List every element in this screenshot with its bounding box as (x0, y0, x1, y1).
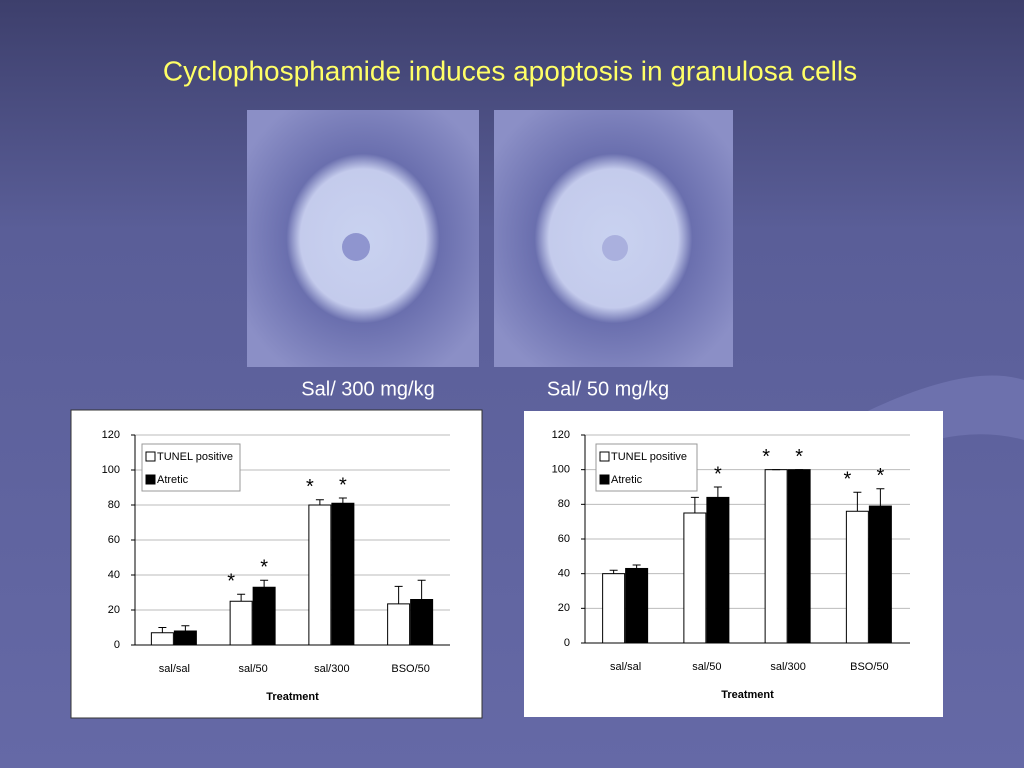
legend-label: Atretic (157, 474, 189, 486)
legend-label: TUNEL positive (157, 451, 233, 463)
significance-marker: * (795, 446, 803, 468)
y-tick-label: 60 (558, 533, 570, 545)
error-bar (853, 491, 862, 512)
slide-title: Cyclophosphamide induces apoptosis in gr… (163, 55, 857, 86)
significance-marker: * (306, 476, 314, 498)
x-tick-label: sal/300 (770, 661, 805, 673)
significance-marker: * (843, 468, 851, 490)
error-bar (158, 627, 167, 633)
bar (173, 630, 197, 646)
x-tick-label: sal/50 (692, 661, 721, 673)
bar (625, 567, 649, 644)
legend-label: TUNEL positive (611, 451, 687, 463)
error-bar (609, 569, 618, 574)
y-tick-label: 100 (552, 464, 570, 476)
legend-swatch (145, 451, 156, 462)
x-tick-label: sal/50 (238, 663, 267, 675)
bar (787, 469, 811, 644)
bar (308, 504, 332, 646)
bar (387, 603, 411, 646)
x-axis-title: Treatment (721, 689, 774, 701)
bar (683, 512, 707, 644)
y-tick-label: 40 (558, 568, 570, 580)
y-tick-label: 0 (564, 637, 570, 649)
y-tick-label: 120 (552, 429, 570, 441)
oocyte-nucleus (342, 233, 370, 261)
bar (764, 469, 788, 644)
significance-marker: * (876, 465, 884, 487)
bar (252, 586, 276, 646)
legend (141, 443, 241, 492)
error-bar (417, 579, 426, 600)
error-bar (876, 488, 885, 507)
image-caption: Sal/ 50 mg/kg (547, 378, 669, 400)
significance-marker: * (260, 557, 268, 579)
y-tick-label: 80 (108, 499, 120, 511)
bar (868, 505, 892, 644)
y-tick-label: 0 (114, 639, 120, 651)
legend-swatch (145, 474, 156, 485)
error-bar (632, 564, 641, 569)
bar (331, 502, 355, 646)
y-tick-label: 60 (108, 534, 120, 546)
bar (845, 510, 869, 644)
error-bar (713, 486, 722, 498)
x-tick-label: sal/sal (159, 663, 190, 675)
x-tick-label: BSO/50 (850, 661, 889, 673)
significance-marker: * (714, 463, 722, 485)
bar (602, 573, 626, 644)
error-bar (260, 579, 269, 588)
bar (706, 496, 730, 644)
y-tick-label: 80 (558, 498, 570, 510)
chart-frame (70, 409, 483, 719)
significance-marker: * (339, 474, 347, 496)
legend (595, 443, 698, 492)
error-bar (690, 496, 699, 513)
y-tick-label: 100 (102, 464, 120, 476)
image-caption: Sal/ 300 mg/kg (301, 378, 434, 400)
legend-swatch (599, 474, 610, 485)
significance-marker: * (227, 571, 235, 593)
bar (410, 599, 434, 646)
error-bar (181, 625, 190, 631)
x-tick-label: BSO/50 (391, 663, 430, 675)
legend-swatch (599, 451, 610, 462)
y-tick-label: 20 (108, 604, 120, 616)
x-axis-title: Treatment (266, 691, 319, 703)
error-bar (315, 499, 324, 505)
legend-label: Atretic (611, 474, 643, 486)
y-tick-label: 40 (108, 569, 120, 581)
y-tick-label: 20 (558, 602, 570, 614)
error-bar (338, 497, 347, 504)
x-tick-label: sal/sal (610, 661, 641, 673)
x-tick-label: sal/300 (314, 663, 349, 675)
error-bar (394, 585, 403, 604)
error-bar (237, 593, 246, 602)
y-tick-label: 120 (102, 429, 120, 441)
significance-marker: * (762, 446, 770, 468)
oocyte-nucleus (602, 235, 628, 261)
bar (229, 600, 253, 646)
bar (150, 632, 174, 646)
